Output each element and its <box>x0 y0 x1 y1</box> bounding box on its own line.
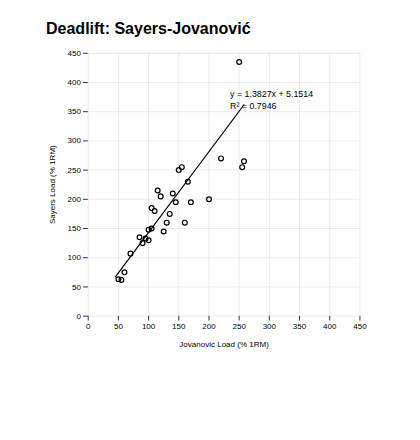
svg-text:50: 50 <box>114 322 123 331</box>
svg-text:300: 300 <box>68 136 82 145</box>
svg-text:150: 150 <box>172 322 186 331</box>
svg-text:350: 350 <box>293 322 307 331</box>
svg-text:350: 350 <box>68 107 82 116</box>
svg-text:y = 1.3827x + 5.1514R² = 0.794: y = 1.3827x + 5.1514R² = 0.7946 <box>230 89 313 111</box>
svg-text:50: 50 <box>72 283 81 292</box>
svg-text:100: 100 <box>142 322 156 331</box>
svg-text:0: 0 <box>86 322 91 331</box>
svg-text:400: 400 <box>68 78 82 87</box>
svg-text:450: 450 <box>68 49 82 58</box>
svg-text:250: 250 <box>232 322 246 331</box>
svg-text:100: 100 <box>68 253 82 262</box>
svg-text:Sayers Load (% 1RM): Sayers Load (% 1RM) <box>48 145 57 224</box>
svg-text:400: 400 <box>323 322 337 331</box>
svg-text:300: 300 <box>263 322 277 331</box>
svg-text:200: 200 <box>68 195 82 204</box>
svg-text:Jovanović Load (% 1RM): Jovanović Load (% 1RM) <box>179 340 269 349</box>
html-text:Deadlift: Sayers-Jovanović: Deadlift: Sayers-Jovanović <box>46 20 251 37</box>
svg-text:250: 250 <box>68 166 82 175</box>
svg-text:450: 450 <box>353 322 367 331</box>
svg-text:200: 200 <box>202 322 216 331</box>
svg-text:150: 150 <box>68 224 82 233</box>
svg-text:0: 0 <box>77 312 82 321</box>
